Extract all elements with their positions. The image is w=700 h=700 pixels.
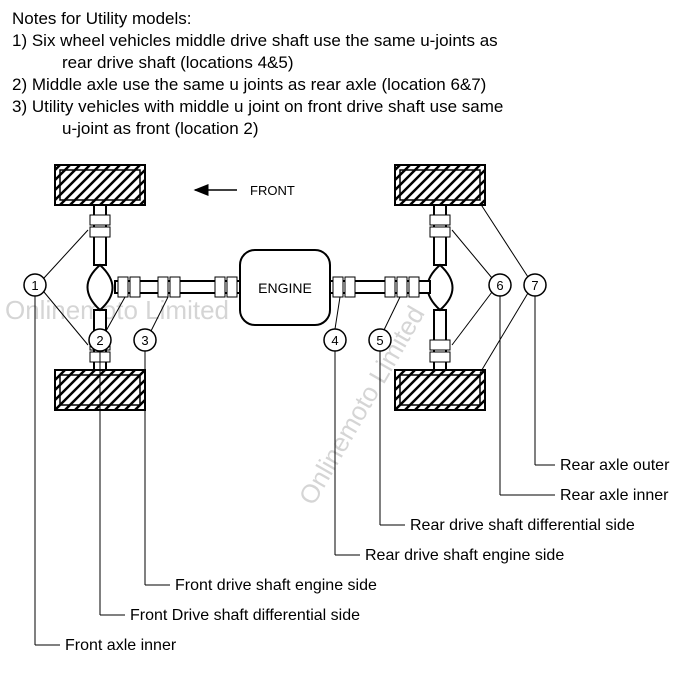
- svg-text:2: 2: [96, 333, 103, 348]
- svg-text:3: 3: [141, 333, 148, 348]
- svg-text:7: 7: [531, 278, 538, 293]
- label-rear-axle-inner: Rear axle inner: [560, 487, 669, 504]
- notes-title: Notes for Utility models:: [12, 8, 688, 30]
- label-front-ds-eng: Front drive shaft engine side: [175, 577, 377, 594]
- svg-text:1: 1: [31, 278, 38, 293]
- label-front-ds-diff: Front Drive shaft differential side: [130, 607, 360, 624]
- svg-text:6: 6: [496, 278, 503, 293]
- diagram-svg: ENGINE FRONT 1 2 3 4 5 6 7 Re: [0, 145, 700, 685]
- svg-text:4: 4: [331, 333, 338, 348]
- note-3b: u-joint as front (location 2): [12, 118, 688, 140]
- label-rear-axle-outer: Rear axle outer: [560, 457, 670, 474]
- diagram: Onlinemoto Limited Onlinemoto Limited EN…: [0, 145, 700, 685]
- note-1a: 1) Six wheel vehicles middle drive shaft…: [12, 30, 688, 52]
- note-2: 2) Middle axle use the same u joints as …: [12, 74, 688, 96]
- front-label: FRONT: [250, 183, 295, 198]
- note-3a: 3) Utility vehicles with middle u joint …: [12, 96, 688, 118]
- label-texts: Rear axle outer Rear axle inner Rear dri…: [65, 457, 670, 654]
- svg-text:5: 5: [376, 333, 383, 348]
- label-rear-ds-diff: Rear drive shaft differential side: [410, 517, 635, 534]
- engine-label: ENGINE: [258, 280, 312, 296]
- note-1b: rear drive shaft (locations 4&5): [12, 52, 688, 74]
- notes-block: Notes for Utility models: 1) Six wheel v…: [0, 0, 700, 145]
- label-front-axle-inner: Front axle inner: [65, 637, 177, 654]
- label-rear-ds-eng: Rear drive shaft engine side: [365, 547, 564, 564]
